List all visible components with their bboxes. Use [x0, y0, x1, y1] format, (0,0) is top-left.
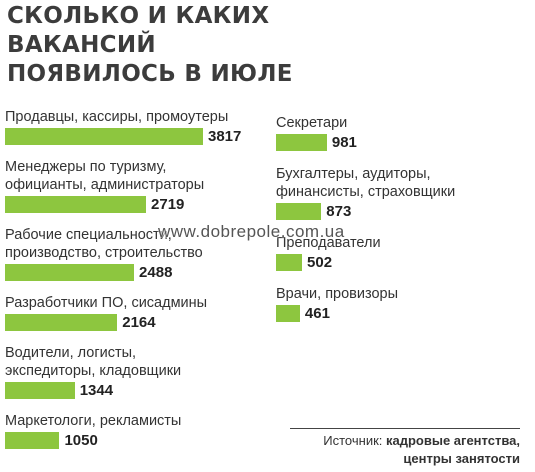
bar-row: 981: [276, 133, 455, 151]
bar-row: 2719: [5, 195, 241, 213]
bar-item: Рабочие специальности, производство, стр…: [5, 226, 241, 281]
bar-item: Продавцы, кассиры, промоутеры 3817: [5, 108, 241, 145]
category-label: Рабочие специальности, производство, стр…: [5, 227, 203, 261]
value-label: 1050: [64, 431, 98, 449]
bar-item: Разработчики ПО, сисадмины 2164: [5, 294, 241, 331]
value-label: 2164: [122, 313, 156, 331]
value-label: 502: [307, 253, 333, 271]
bar: [5, 263, 135, 281]
category-label: Водители, логисты, экспедиторы, кладовщи…: [5, 345, 182, 379]
right-column: Секретари 981 Бухгалтеры, аудиторы, финанс…: [276, 114, 455, 322]
bar: [276, 202, 322, 220]
bar: [5, 195, 147, 213]
bar: [276, 304, 300, 322]
bar-row: 2488: [5, 263, 241, 281]
category-label: Секретари: [276, 115, 348, 131]
bar: [5, 381, 75, 399]
bar-row: 1344: [5, 381, 241, 399]
bar-item: Водители, логисты, экспедиторы, кладовщи…: [5, 344, 241, 399]
bar-row: 461: [276, 304, 455, 322]
chart-title: СКОЛЬКО И КАКИХ ВАКАНСИЙ ПОЯВИЛОСЬ В ИЮЛ…: [7, 3, 293, 87]
watermark: www.dobrepole.com.ua: [158, 222, 345, 241]
value-label: 2488: [139, 263, 173, 281]
category-label: Бухгалтеры, аудиторы, финансисты, страхо…: [276, 166, 456, 200]
category-label: Врачи, провизоры: [276, 286, 399, 302]
bar: [5, 431, 60, 449]
bar-row: 873: [276, 202, 455, 220]
bar-item: Секретари 981: [276, 114, 455, 151]
value-label: 461: [304, 304, 330, 322]
source-rule: [290, 428, 520, 429]
bar-row: 2164: [5, 313, 241, 331]
bar-row: 502: [276, 253, 455, 271]
bar-row: 3817: [5, 127, 241, 145]
value-label: 1344: [79, 381, 114, 399]
category-label: Менеджеры по туризму, официанты, админис…: [5, 159, 205, 193]
value-label: 3817: [208, 127, 242, 145]
bar: [276, 133, 327, 151]
left-column: Продавцы, кассиры, промоутеры 3817 Менедже…: [5, 108, 241, 449]
source-label: Источник:: [323, 433, 383, 448]
bar: [5, 127, 203, 145]
bar-item: Преподаватели 502: [276, 234, 455, 271]
bar-row: 1050: [5, 431, 241, 449]
category-label: Разработчики ПО, сисадмины: [5, 295, 208, 311]
value-label: 981: [331, 133, 357, 151]
category-label: Маркетологи, рекламисты: [5, 413, 182, 429]
bar-item: Врачи, провизоры 461: [276, 285, 455, 322]
bar-item: Бухгалтеры, аудиторы, финансисты, страхо…: [276, 165, 455, 220]
source-text: кадровые агентства, центры занятости: [386, 433, 520, 466]
bar: [5, 313, 118, 331]
bar-item: Маркетологи, рекламисты 1050: [5, 412, 241, 449]
category-label: Продавцы, кассиры, промоутеры: [5, 109, 229, 125]
category-label: Преподаватели: [276, 235, 381, 251]
source: Источник: кадровые агентства, центры зан…: [323, 432, 520, 468]
value-label: 2719: [151, 195, 185, 213]
bar-item: Менеджеры по туризму, официанты, админис…: [5, 158, 241, 213]
value-label: 873: [326, 202, 352, 220]
bar: [276, 253, 303, 271]
